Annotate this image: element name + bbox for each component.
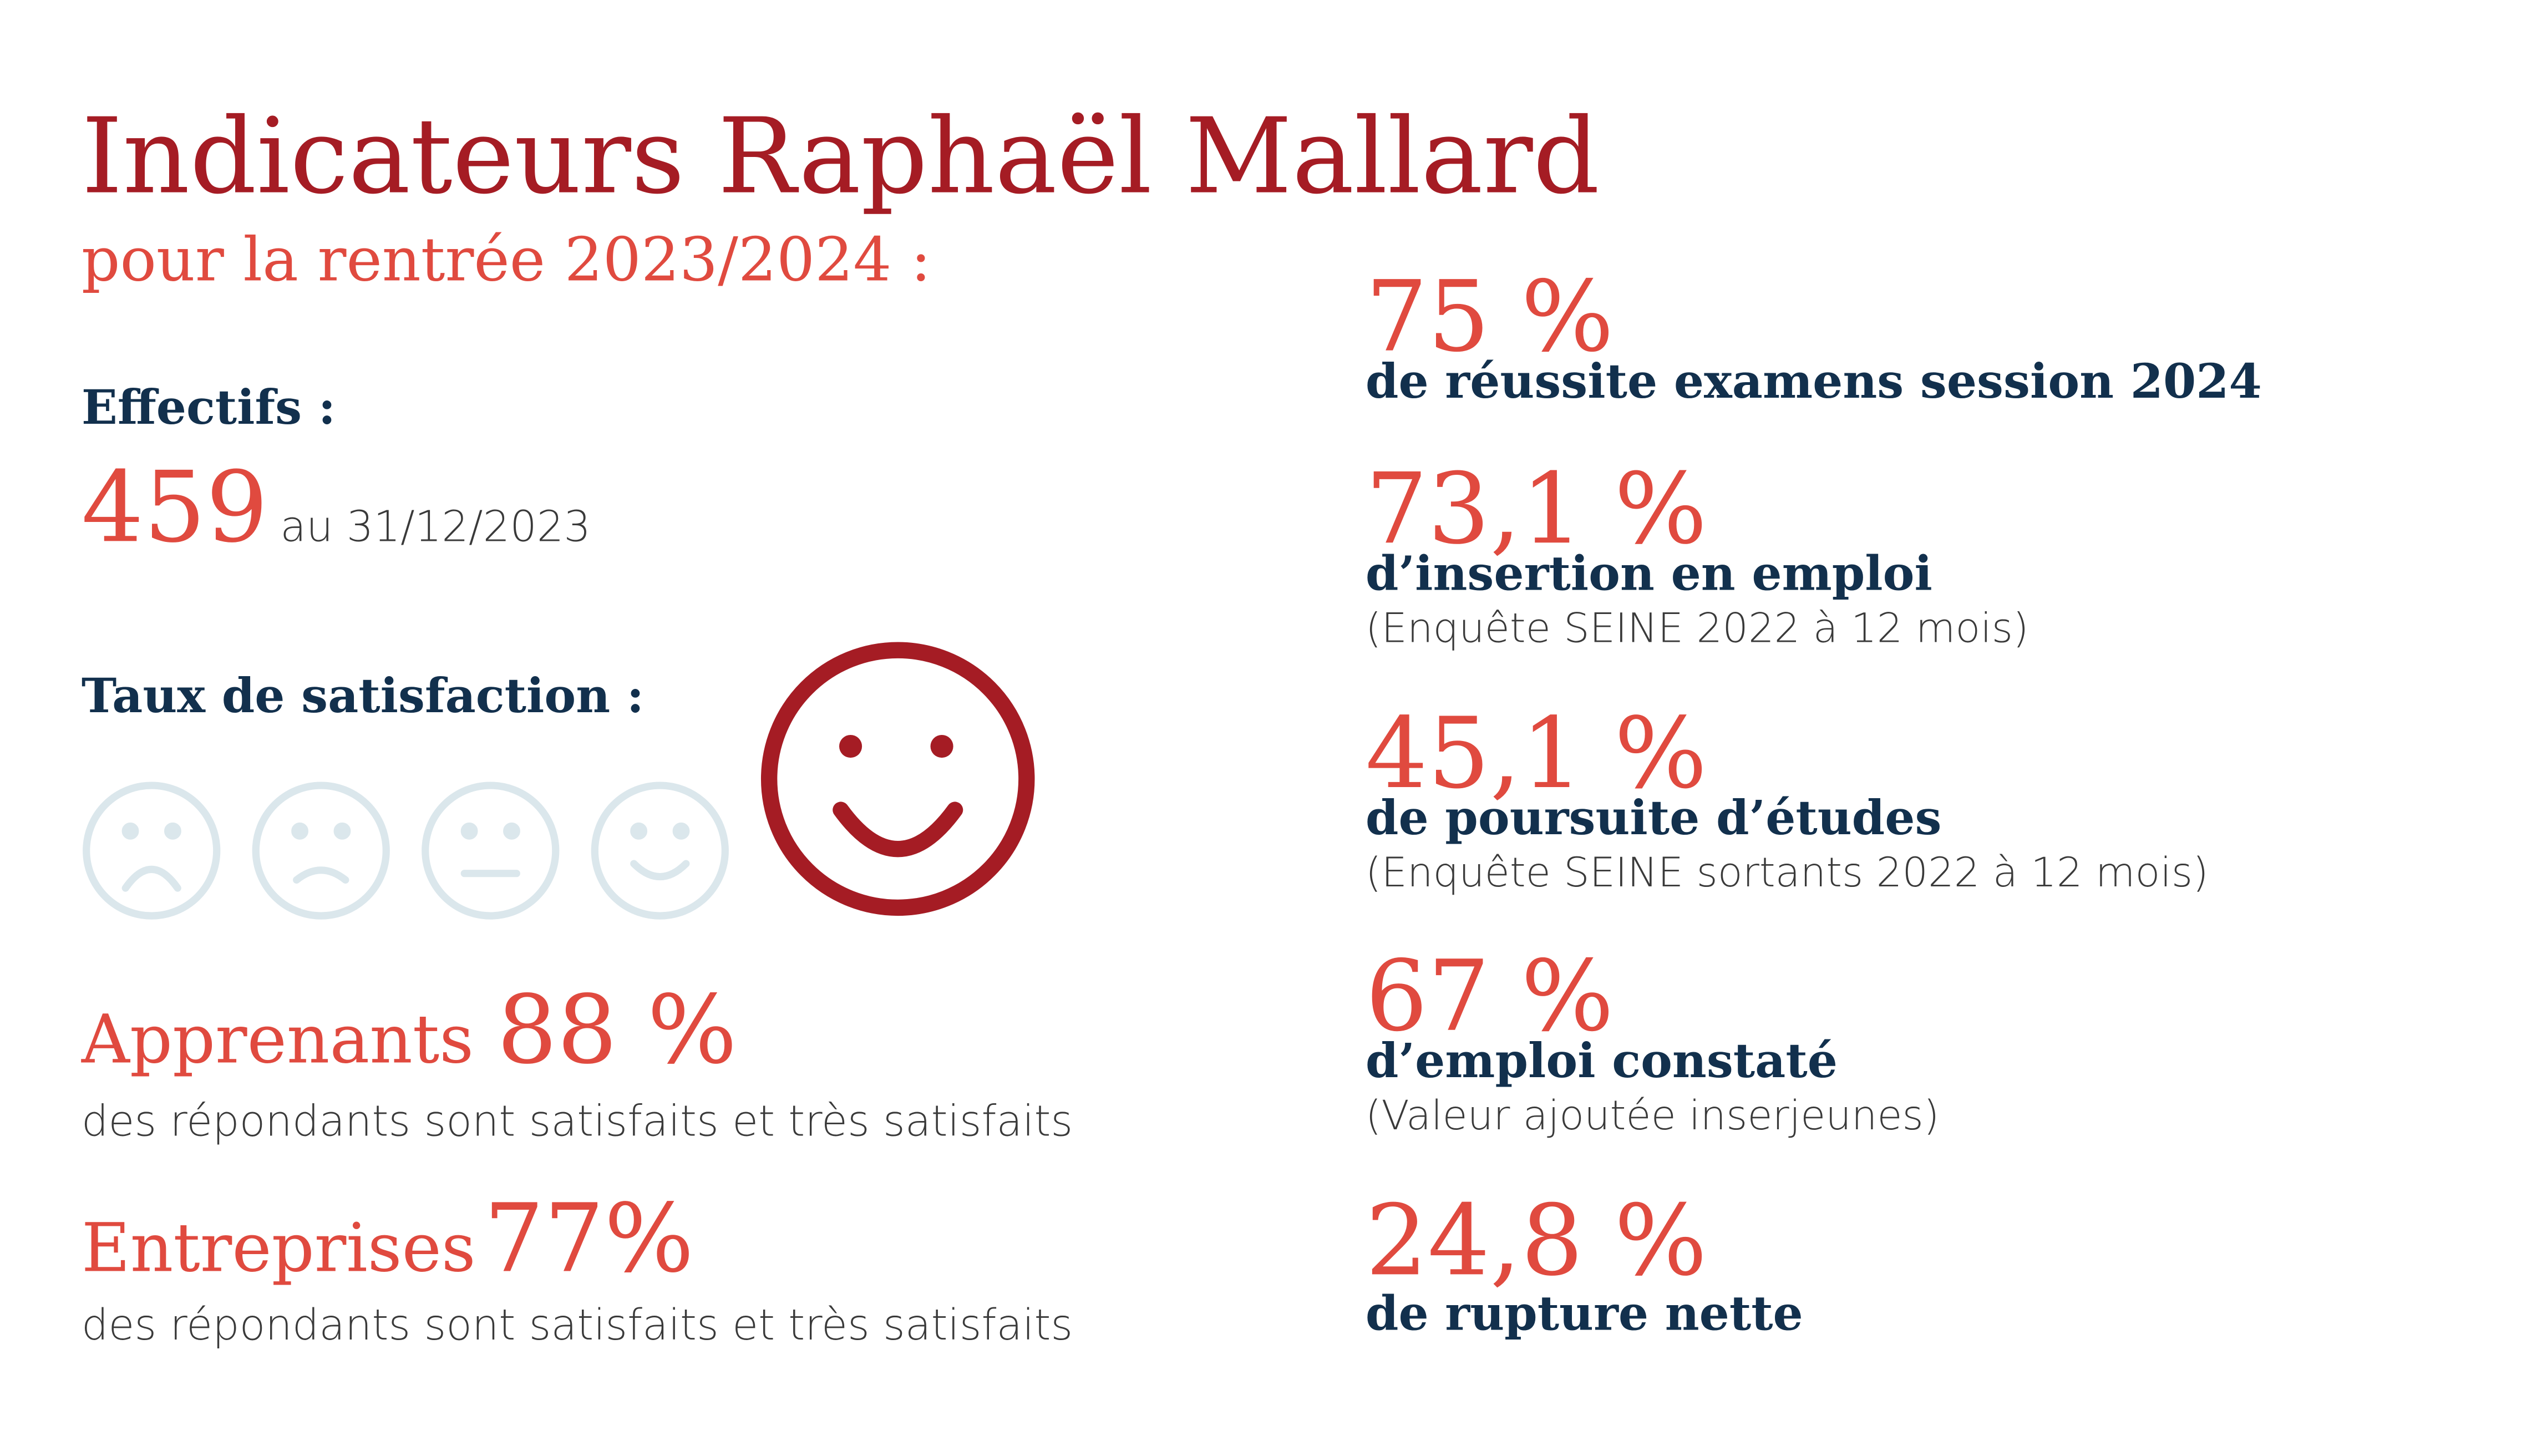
indicators: 75 %de réussite examens session 2024 73,1… [1366, 260, 2262, 1342]
indicator-value: 75 % [1366, 260, 1614, 374]
indicator-note: (Enquête SEINE 2022 à 12 mois) [1366, 605, 2029, 652]
indicator-label: de réussite examens session 2024 [1366, 354, 2262, 409]
satisfaction-note: des répondants sont satisfaits et très s… [82, 1097, 1073, 1146]
effectifs-note: au 31/12/2023 [280, 502, 591, 551]
face-neutral [422, 782, 560, 920]
satisfaction-name: Apprenants [81, 1001, 474, 1078]
indicator-value: 45,1 % [1366, 696, 1707, 810]
indicator-note: (Enquête SEINE sortants 2022 à 12 mois) [1366, 849, 2209, 896]
effectifs-value: 459 [82, 450, 268, 564]
indicator-label: d’emploi constaté [1366, 1033, 1838, 1089]
face-sad [252, 782, 390, 920]
indicator-label: de rupture nette [1366, 1286, 1803, 1341]
indicator-value: 73,1 % [1366, 451, 1707, 566]
indicator-value: 67 % [1366, 939, 1614, 1053]
indicator-value: 24,8 % [1366, 1183, 1707, 1297]
title: Indicateurs Raphaël Mallard [82, 96, 1600, 217]
face-very-sad [83, 782, 221, 920]
indicator-label: d’insertion en emploi [1366, 546, 1932, 602]
satisfaction-label: Taux de satisfaction : [82, 668, 644, 724]
satisfaction-note: des répondants sont satisfaits et très s… [82, 1301, 1073, 1350]
satisfaction-value: 77% [484, 1184, 694, 1294]
face-very-happy [760, 642, 1035, 916]
satisfaction-value: 88 % [497, 975, 737, 1085]
faces [83, 642, 1035, 920]
satisfaction-name: Entreprises [82, 1210, 476, 1287]
indicator-label: de poursuite d’études [1366, 790, 1942, 846]
subtitle: pour la rentrée 2023/2024 : [82, 224, 931, 295]
face-happy [591, 782, 729, 920]
indicator-note: (Valeur ajoutée inserjeunes) [1366, 1092, 1940, 1139]
effectifs-label: Effectifs : [82, 380, 336, 435]
